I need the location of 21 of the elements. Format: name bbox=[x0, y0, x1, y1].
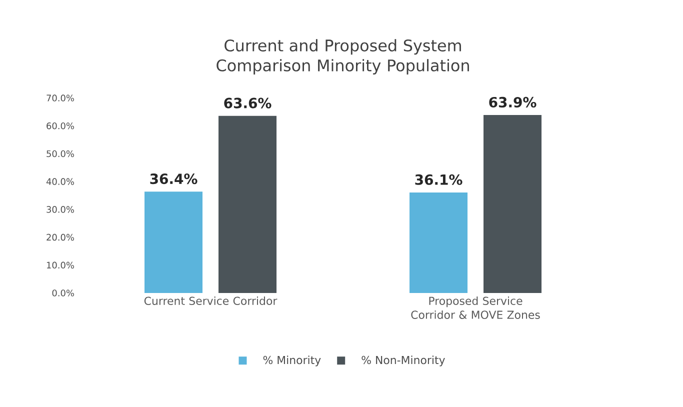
data-label: 36.4% bbox=[150, 174, 198, 184]
x-tick-label: Proposed Service Corridor & MOVE Zones bbox=[411, 296, 540, 319]
x-tick-label: Current Service Corridor bbox=[144, 296, 278, 305]
bar bbox=[218, 116, 277, 293]
y-tick-label: 50.0% bbox=[46, 150, 74, 158]
bar bbox=[410, 192, 468, 293]
bar bbox=[484, 115, 542, 293]
y-tick-label: 70.0% bbox=[46, 94, 74, 102]
y-tick-label: 30.0% bbox=[46, 206, 74, 213]
y-tick-label: 10.0% bbox=[46, 262, 74, 269]
data-label: 63.9% bbox=[489, 96, 536, 108]
y-tick-label: 40.0% bbox=[46, 178, 74, 185]
legend-label: % Non-Minority bbox=[362, 356, 445, 366]
y-tick-label: 0.0% bbox=[52, 290, 74, 296]
data-label: 36.1% bbox=[415, 174, 462, 185]
chart-title: Current and Proposed System Comparison Minority Population bbox=[216, 39, 469, 75]
legend-label: % Minority bbox=[263, 356, 321, 366]
y-tick-label: 60.0% bbox=[46, 122, 74, 130]
y-tick-label: 20.0% bbox=[46, 234, 74, 241]
data-label: 63.6% bbox=[224, 98, 272, 108]
bar bbox=[144, 192, 203, 293]
